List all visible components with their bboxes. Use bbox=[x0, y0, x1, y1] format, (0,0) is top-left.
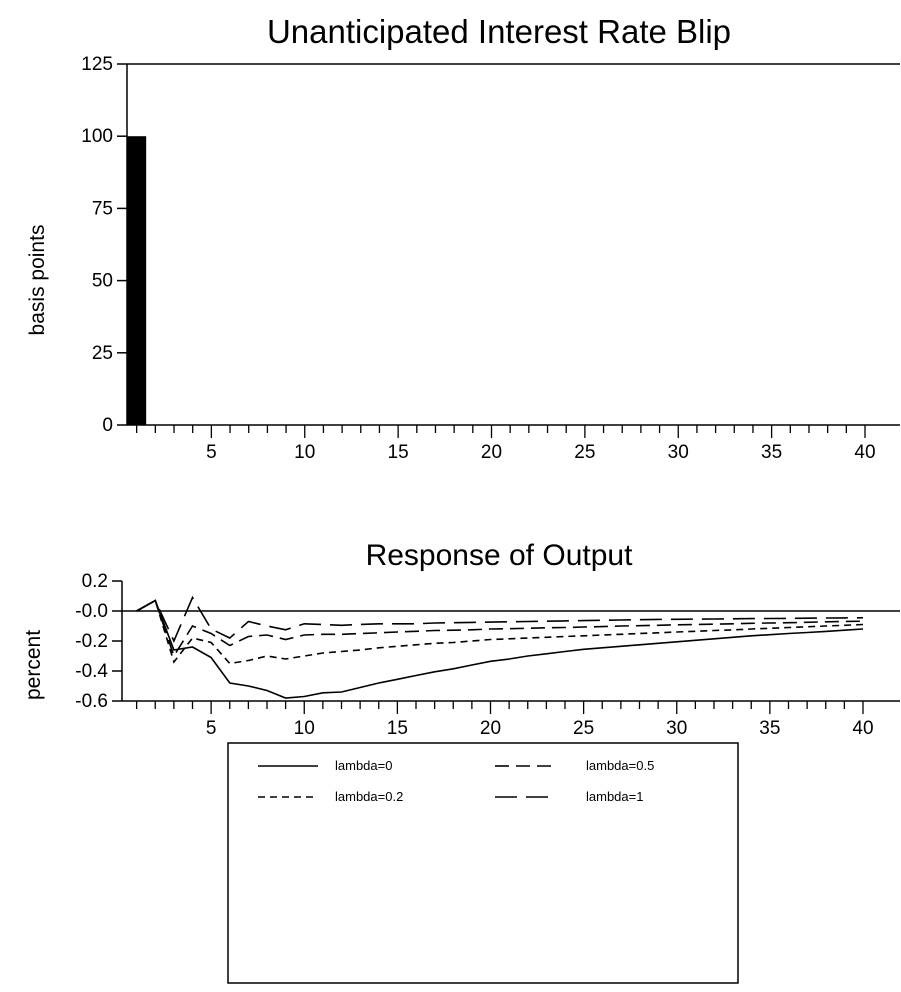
x-tick-label: 40 bbox=[852, 718, 873, 739]
y-tick-label: 0.2 bbox=[82, 571, 108, 592]
legend-label: lambda=0 bbox=[335, 758, 392, 773]
x-tick-label: 15 bbox=[388, 442, 409, 463]
y-tick-label: 125 bbox=[81, 54, 113, 75]
x-tick-label: 5 bbox=[206, 718, 217, 739]
series-line-lambda-0 bbox=[136, 599, 864, 699]
legend-label: lambda=0.2 bbox=[335, 789, 403, 804]
chart-response-of-output: Response of Output percent 0.2 -0.0 -0.2 -0… bbox=[22, 539, 900, 739]
legend-label: lambda=1 bbox=[586, 789, 643, 804]
y-tick-label: -0.0 bbox=[75, 601, 108, 622]
x-tick-label: 25 bbox=[574, 442, 595, 463]
y-tick-label: -0.2 bbox=[75, 631, 108, 652]
y-tick-label: -0.6 bbox=[75, 691, 108, 712]
chart-title: Unanticipated Interest Rate Blip bbox=[267, 13, 731, 50]
chart-title: Response of Output bbox=[366, 539, 634, 572]
x-tick-label: 10 bbox=[294, 718, 315, 739]
x-tick-label: 10 bbox=[294, 442, 315, 463]
legend-label: lambda=0.5 bbox=[586, 758, 654, 773]
x-tick-label: 5 bbox=[206, 442, 217, 463]
plot-area: 0.2 -0.0 -0.2 -0.4 -0.6 5 10 15 20 25 30 35 40 bbox=[75, 571, 900, 739]
x-tick-label: 35 bbox=[761, 442, 782, 463]
y-tick-label: -0.4 bbox=[75, 661, 108, 682]
y-axis-label: percent bbox=[22, 630, 45, 700]
y-tick-label: 50 bbox=[92, 271, 113, 292]
x-tick-label: 15 bbox=[387, 718, 408, 739]
plot-area: 0 25 50 75 100 125 5 10 15 20 25 30 35 40 bbox=[81, 54, 900, 463]
series-line-lambda-0-2 bbox=[136, 599, 864, 665]
legend: lambda=0 lambda=0.2 lambda=0.5 lambda=1 bbox=[227, 742, 739, 984]
x-tick-label: 35 bbox=[759, 718, 780, 739]
x-tick-label: 30 bbox=[666, 718, 687, 739]
x-tick-label: 20 bbox=[480, 718, 501, 739]
x-tick-label: 30 bbox=[668, 442, 689, 463]
y-tick-label: 75 bbox=[92, 198, 113, 219]
y-tick-label: 100 bbox=[81, 126, 113, 147]
bar bbox=[127, 136, 147, 425]
x-tick-label: 25 bbox=[573, 718, 594, 739]
x-tick-label: 40 bbox=[854, 442, 875, 463]
series-line-lambda-0-5 bbox=[136, 599, 864, 658]
y-tick-label: 0 bbox=[102, 415, 113, 436]
y-tick-label: 25 bbox=[92, 343, 113, 364]
legend-box bbox=[227, 742, 739, 984]
y-axis-label: basis points bbox=[26, 225, 49, 336]
x-tick-label: 20 bbox=[481, 442, 502, 463]
series-line-lambda-1 bbox=[136, 595, 864, 643]
chart-interest-rate-blip: Unanticipated Interest Rate Blip basis p… bbox=[26, 13, 900, 463]
